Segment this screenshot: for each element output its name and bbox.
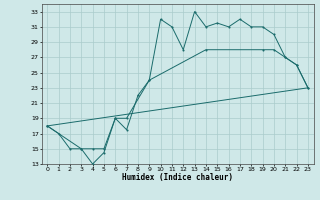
X-axis label: Humidex (Indice chaleur): Humidex (Indice chaleur) [122, 173, 233, 182]
